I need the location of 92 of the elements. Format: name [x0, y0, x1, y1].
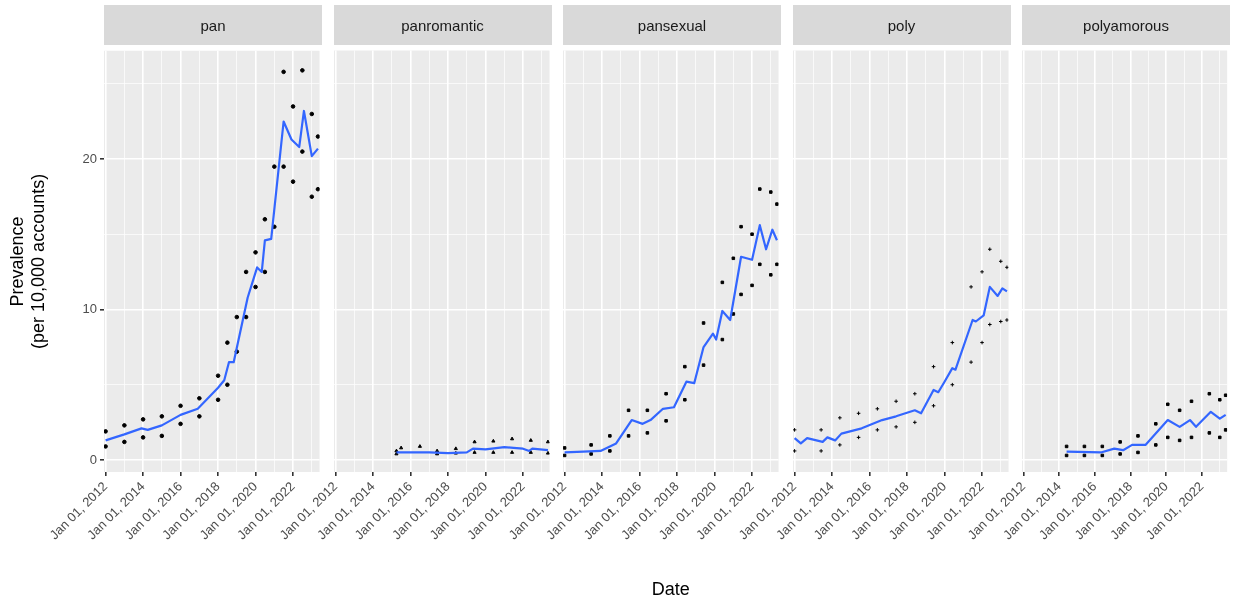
point — [664, 419, 668, 423]
point — [664, 391, 668, 396]
point — [563, 453, 567, 458]
point — [490, 438, 495, 443]
point — [1004, 265, 1009, 270]
point — [1207, 431, 1212, 435]
chart-title: poly — [792, 5, 1011, 45]
point — [912, 391, 917, 397]
point — [739, 224, 743, 229]
point — [417, 444, 422, 448]
point — [589, 443, 593, 447]
point — [968, 359, 973, 365]
point — [608, 449, 612, 453]
point — [589, 452, 593, 456]
point — [1100, 444, 1105, 449]
point — [563, 446, 567, 450]
point — [792, 427, 797, 433]
point — [472, 450, 477, 454]
point — [837, 442, 842, 448]
point — [1177, 408, 1182, 413]
point — [758, 187, 762, 191]
point — [775, 262, 779, 267]
point — [528, 438, 533, 442]
point — [775, 202, 779, 206]
point — [645, 431, 650, 435]
point — [1165, 402, 1170, 407]
point — [1154, 422, 1158, 426]
point — [750, 283, 754, 288]
point — [545, 439, 550, 444]
point — [509, 436, 514, 441]
point — [720, 337, 725, 342]
point — [1064, 453, 1069, 458]
point — [1064, 444, 1069, 449]
point — [453, 446, 458, 451]
point — [1218, 435, 1222, 440]
point — [739, 292, 743, 297]
point — [545, 450, 550, 455]
point — [1136, 434, 1140, 438]
point — [1207, 391, 1212, 396]
point — [893, 424, 898, 430]
point — [1189, 399, 1194, 404]
point — [1223, 428, 1228, 432]
point — [626, 434, 631, 438]
point — [1165, 435, 1170, 440]
point — [1189, 435, 1194, 440]
chart-title: panromantic — [333, 5, 552, 45]
point — [987, 246, 992, 252]
point — [1004, 317, 1009, 323]
point — [1118, 440, 1122, 444]
point — [979, 340, 984, 345]
point — [837, 415, 842, 421]
point — [792, 448, 797, 454]
point — [874, 427, 880, 433]
point — [1154, 443, 1158, 447]
y-tick-label: 10 — [82, 301, 97, 317]
point — [968, 284, 973, 290]
x-axis-title: Date — [651, 579, 690, 600]
point — [979, 269, 984, 275]
point — [1218, 397, 1222, 402]
y-tick-label: 0 — [89, 451, 97, 467]
point — [701, 363, 706, 367]
point — [1136, 450, 1140, 455]
point — [758, 262, 762, 267]
point — [750, 232, 754, 236]
chart-title: pan — [104, 5, 322, 45]
chart-title: polyamorous — [1022, 5, 1230, 45]
point — [731, 256, 736, 261]
point — [1100, 453, 1105, 458]
point — [731, 312, 736, 316]
point — [769, 190, 773, 194]
point — [818, 448, 823, 454]
point — [608, 434, 612, 438]
point — [1118, 452, 1122, 456]
point — [683, 397, 687, 402]
point — [818, 427, 823, 433]
point — [701, 321, 706, 325]
point — [893, 398, 898, 404]
y-tick-label: 20 — [82, 150, 97, 166]
point — [683, 364, 687, 369]
point — [626, 408, 631, 413]
point — [509, 450, 514, 454]
point — [472, 439, 477, 444]
point — [1223, 393, 1228, 398]
point — [490, 450, 495, 454]
point — [398, 445, 403, 450]
point — [1177, 438, 1182, 443]
point — [645, 408, 650, 413]
chart-title: pansexual — [563, 5, 781, 45]
point — [769, 273, 773, 277]
point — [1082, 444, 1087, 449]
y-axis-title: Prevalence (per 10,000 accounts) — [7, 173, 49, 349]
point — [720, 280, 725, 285]
